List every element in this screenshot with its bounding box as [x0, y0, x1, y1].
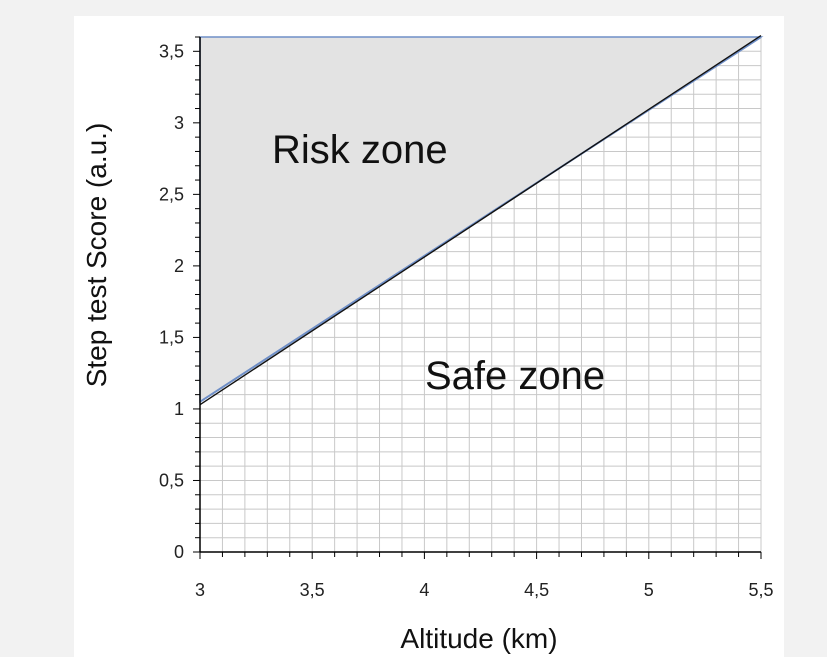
- axes: [193, 36, 762, 559]
- y-axis-title: Step test Score (a.u.): [81, 123, 112, 388]
- threshold-line: [199, 34, 762, 406]
- y-tick-label: 3: [174, 113, 184, 133]
- y-tick-label: 2: [174, 256, 184, 276]
- x-axis-title: Altitude (km): [400, 623, 557, 654]
- series-lines: [199, 34, 762, 406]
- risk-zone-label: Risk zone: [272, 128, 448, 172]
- y-tick-label: 2,5: [159, 184, 184, 204]
- x-tick-label: 5: [644, 580, 654, 600]
- x-tick-label: 3: [195, 580, 205, 600]
- y-tick-label: 3,5: [159, 41, 184, 61]
- y-tick-label: 1: [174, 399, 184, 419]
- x-tick-label: 5,5: [748, 580, 773, 600]
- tick-labels: 3 3,5 4 4,5 5 5,5 0 0,5 1 1,5 2 2,5 3 3,5: [159, 41, 774, 600]
- y-tick-label: 1,5: [159, 327, 184, 347]
- x-tick-label: 4,5: [524, 580, 549, 600]
- safe-zone-label: Safe zone: [425, 354, 605, 398]
- y-tick-label: 0: [174, 542, 184, 562]
- x-tick-label: 4: [419, 580, 429, 600]
- y-tick-label: 0,5: [159, 470, 184, 490]
- x-tick-label: 3,5: [300, 580, 325, 600]
